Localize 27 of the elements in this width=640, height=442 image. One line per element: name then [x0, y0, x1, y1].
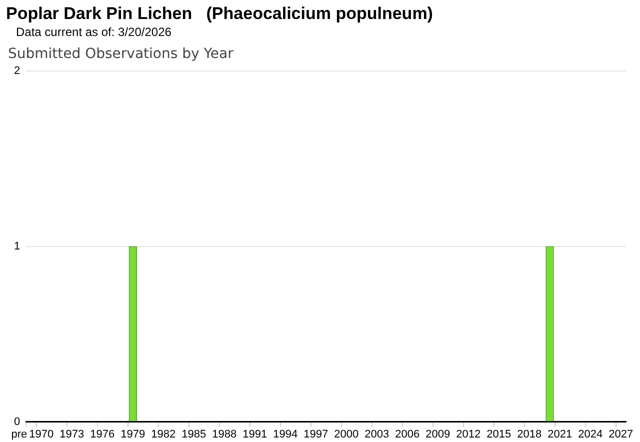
x-tick-label: 1976 [90, 428, 115, 440]
x-tick-label: 2000 [334, 428, 359, 440]
y-tick-label: 0 [14, 416, 20, 428]
x-tick-label: 1994 [273, 428, 298, 440]
x-tick-label: 1985 [182, 428, 206, 440]
x-tick-label: 2018 [517, 428, 542, 440]
x-tick-label: 1973 [60, 428, 84, 440]
x-tick-label: 2003 [364, 428, 390, 440]
x-tick-label: pre [11, 428, 28, 440]
x-tick-label: 1991 [242, 428, 268, 440]
x-tick-label: 2024 [578, 428, 603, 440]
x-tick-label: 2021 [548, 428, 572, 440]
x-tick-label: 1988 [212, 428, 237, 440]
x-tick-label: 2027 [608, 428, 634, 440]
y-tick-label: 2 [14, 64, 20, 77]
x-tick-label: 2012 [456, 428, 481, 440]
x-tick-label: 2006 [395, 428, 420, 440]
x-tick-label: 2015 [486, 428, 512, 440]
x-tick-label: 1970 [29, 428, 54, 440]
chart-title: Poplar Dark Pin Lichen (Phaeocalicium populneum) [6, 4, 433, 24]
x-tick-label: 2009 [426, 428, 450, 440]
y-tick-label: 1 [14, 240, 20, 252]
x-tick-label: 1982 [151, 428, 176, 440]
chart-subtitle: Data current as of: 3/20/2026 [16, 25, 172, 39]
x-tick-label: 1997 [304, 428, 328, 440]
x-tick-label: 1979 [120, 428, 146, 440]
text: Submitted Observations by Year [8, 46, 234, 62]
